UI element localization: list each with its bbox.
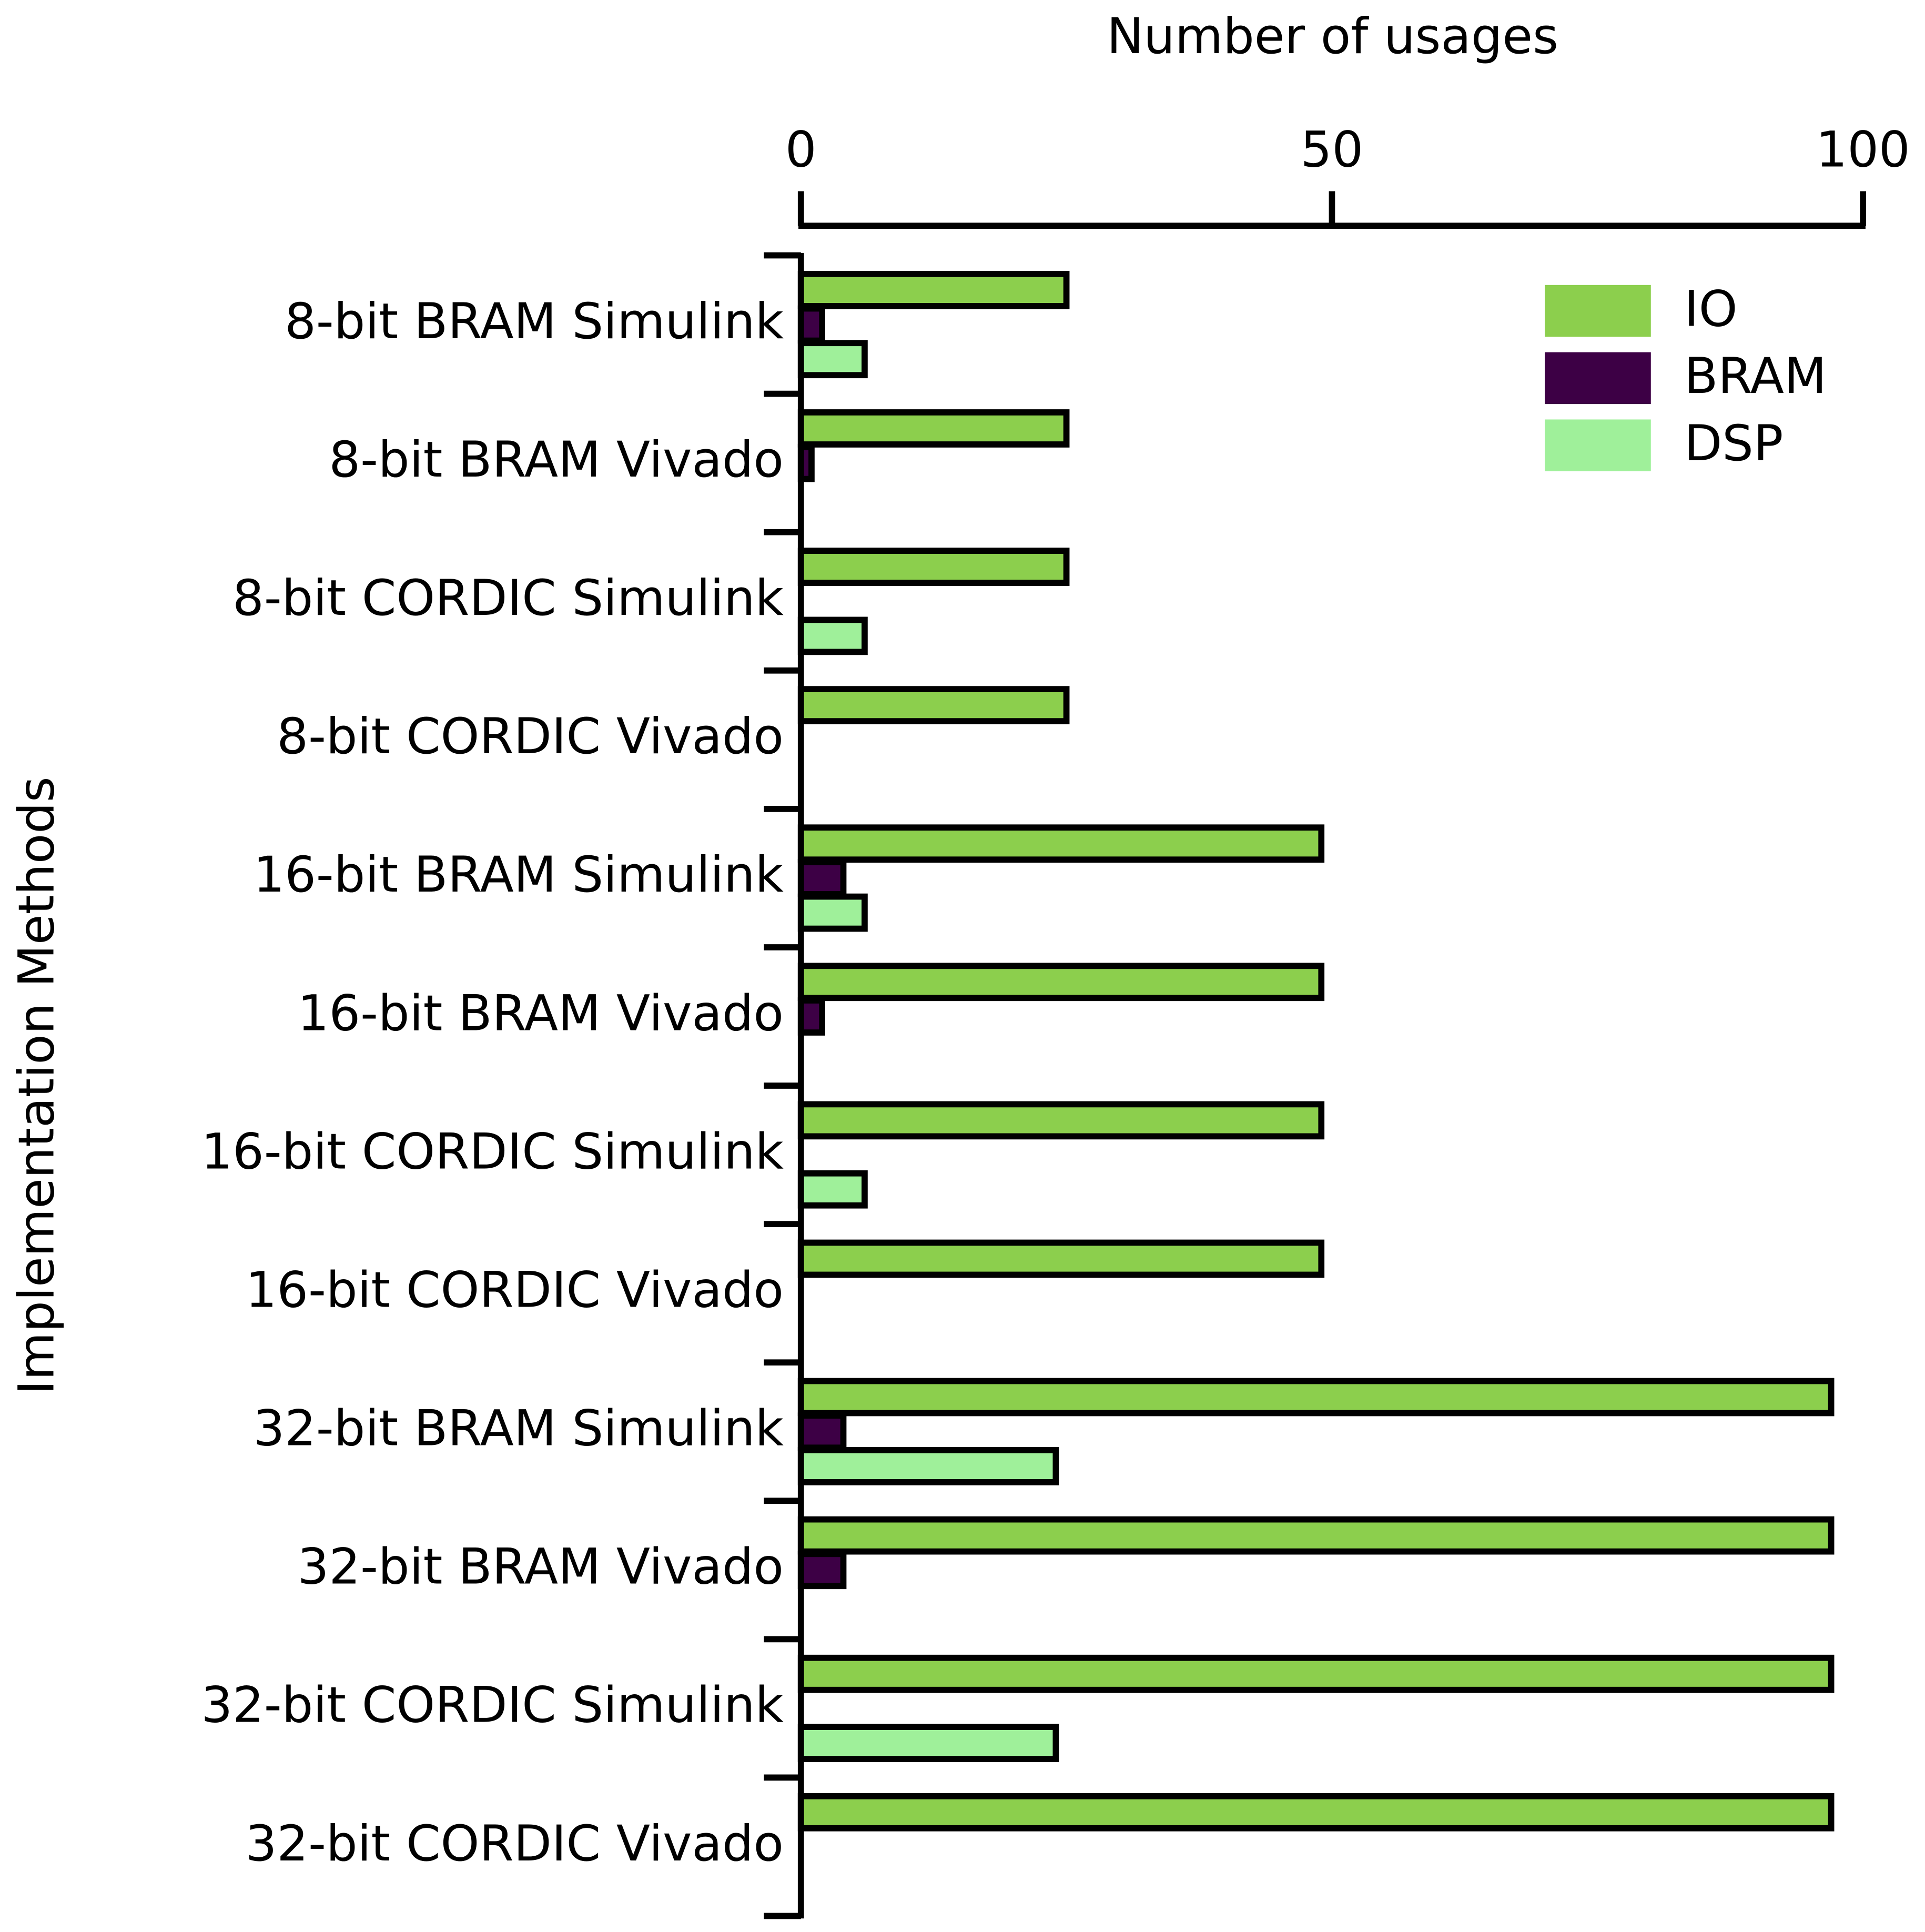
y-tick-label: 16-bit BRAM Simulink [254,846,784,904]
y-tick-label: 16-bit CORDIC Vivado [246,1262,784,1319]
bar [797,1447,1059,1485]
x-tick-label: 0 [785,122,817,179]
bar [797,305,825,344]
bar [797,1654,1835,1693]
bar [797,1793,1835,1832]
bar [797,616,868,655]
legend-swatch [1545,419,1651,471]
legend-swatch [1545,285,1651,337]
bar [797,1170,868,1209]
x-tick-label: 100 [1816,122,1910,179]
legend-label: DSP [1684,415,1783,472]
y-tick-label: 32-bit BRAM Simulink [254,1400,784,1458]
y-tick-label: 8-bit CORDIC Vivado [277,708,783,765]
bar [797,1378,1835,1417]
y-tick-label: 32-bit CORDIC Vivado [246,1815,784,1873]
bar [797,1412,847,1451]
y-tick-label: 8-bit BRAM Simulink [285,293,784,350]
legend-label: IO [1684,280,1738,338]
bar [797,340,868,379]
bar [797,893,868,932]
bar [797,1551,847,1590]
bar [797,548,1070,586]
bar [797,409,1070,448]
bar [797,1239,1325,1278]
y-tick-label: 16-bit BRAM Vivado [298,985,784,1042]
y-tick-label: 8-bit BRAM Vivado [329,431,783,489]
y-tick-label: 32-bit BRAM Vivado [298,1539,784,1596]
bar [797,271,1070,309]
y-tick-label: 16-bit CORDIC Simulink [201,1123,784,1180]
bar [797,686,1070,724]
y-axis-title: Implementation Methods [8,776,65,1394]
y-tick-label: 8-bit CORDIC Simulink [232,570,784,627]
bar [797,1516,1835,1555]
x-axis-title: Number of usages [1107,8,1558,65]
bar [797,997,825,1036]
bar [797,859,847,897]
legend-swatch [1545,352,1651,404]
x-tick-label: 50 [1301,122,1363,179]
bar [797,1724,1059,1762]
bar [797,1101,1325,1140]
legend-label: BRAM [1684,348,1827,405]
y-tick-label: 32-bit CORDIC Simulink [201,1677,784,1734]
bar [797,824,1325,863]
bar [797,963,1325,1002]
